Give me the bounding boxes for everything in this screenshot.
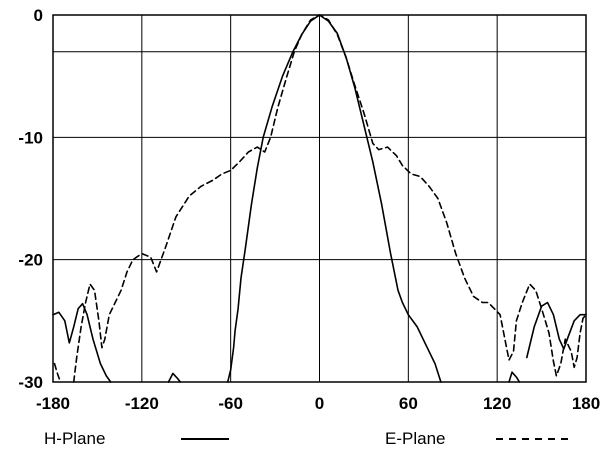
plot-frame [52, 14, 587, 383]
x-axis-tick-labels: -180 -120 -60 0 60 120 180 [36, 394, 600, 413]
y-tick-label: -30 [18, 373, 43, 392]
series-line-h-plane [508, 371, 521, 383]
series-line-h-plane [167, 372, 182, 383]
x-tick-label: -180 [36, 394, 70, 413]
series-line-e-plane [72, 14, 587, 383]
y-tick-label: -20 [18, 251, 43, 270]
x-tick-label: 60 [399, 394, 418, 413]
x-tick-label: 0 [315, 394, 324, 413]
x-tick-label: -120 [125, 394, 159, 413]
legend-label-h-plane: H-Plane [44, 429, 105, 448]
legend-label-e-plane: E-Plane [385, 429, 445, 448]
y-tick-label: 0 [34, 6, 43, 25]
y-axis-tick-labels: 0 -10 -20 -30 [18, 6, 43, 392]
series-line-h-plane [526, 301, 587, 359]
legend: H-Plane E-Plane [44, 429, 568, 448]
x-tick-label: 180 [572, 394, 600, 413]
x-tick-label: 120 [483, 394, 511, 413]
grid [53, 15, 586, 382]
series-line-e-plane [53, 362, 62, 383]
x-tick-label: -60 [218, 394, 243, 413]
y-tick-label: -10 [18, 128, 43, 147]
series-line-h-plane [52, 302, 112, 383]
